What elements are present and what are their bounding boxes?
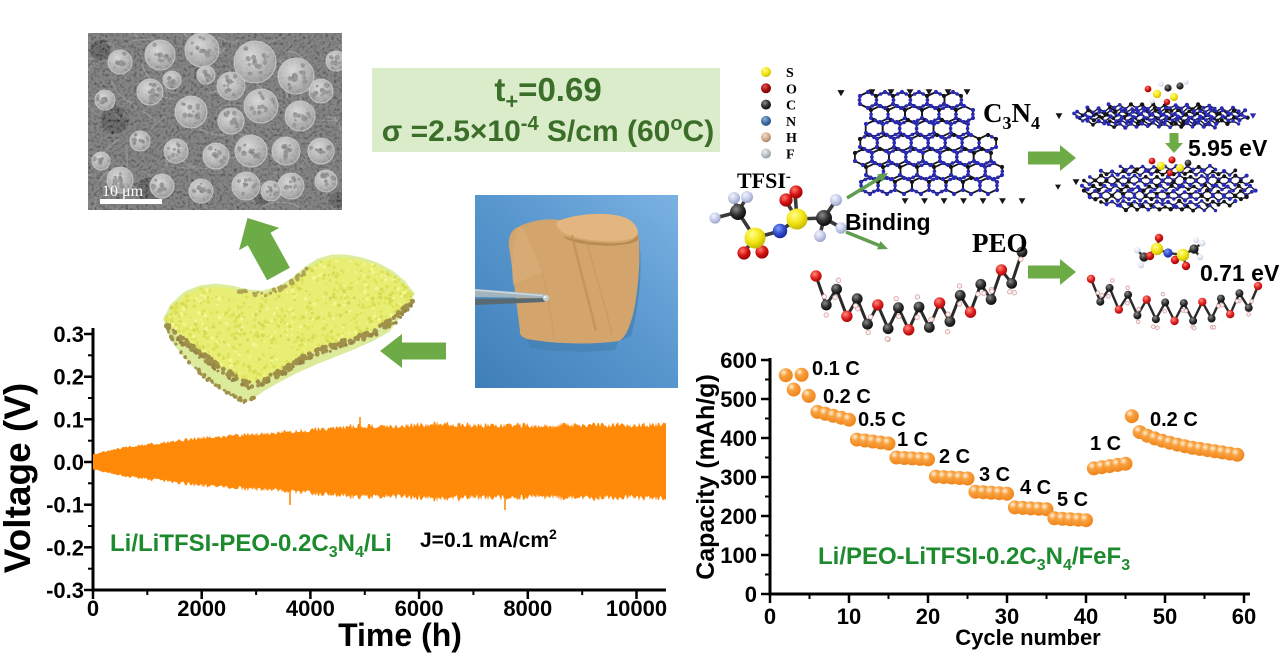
- svg-text:Binding: Binding: [845, 209, 931, 235]
- svg-text:Cycle number: Cycle number: [955, 625, 1101, 650]
- svg-text:10 μm: 10 μm: [102, 183, 144, 200]
- svg-text:O: O: [786, 82, 797, 97]
- svg-text:5 C: 5 C: [1057, 489, 1088, 511]
- svg-text:0: 0: [87, 596, 99, 621]
- svg-text:S: S: [786, 66, 794, 81]
- svg-text:40: 40: [1074, 604, 1098, 629]
- svg-text:0: 0: [745, 582, 757, 607]
- svg-text:10: 10: [837, 604, 861, 629]
- svg-text:0.1 C: 0.1 C: [812, 358, 860, 380]
- svg-text:0.3: 0.3: [53, 322, 84, 347]
- svg-text:PEO: PEO: [972, 228, 1028, 258]
- svg-text:0.0: 0.0: [53, 450, 84, 475]
- svg-text:100: 100: [720, 543, 757, 568]
- svg-text:0.5 C: 0.5 C: [858, 409, 906, 431]
- svg-text:20: 20: [916, 604, 940, 629]
- svg-text:4 C: 4 C: [1020, 477, 1051, 499]
- svg-text:N: N: [786, 115, 796, 130]
- svg-text:-0.3: -0.3: [46, 578, 84, 603]
- svg-text:8000: 8000: [503, 596, 552, 621]
- svg-text:0.71 eV: 0.71 eV: [1200, 260, 1280, 286]
- svg-text:TFSI-: TFSI-: [737, 168, 791, 193]
- svg-text:0.2 C: 0.2 C: [823, 386, 871, 408]
- svg-text:Li/LiTFSI-PEO-0.2C3N4/Li: Li/LiTFSI-PEO-0.2C3N4/Li: [110, 530, 392, 561]
- svg-text:0.2: 0.2: [53, 365, 84, 390]
- svg-text:0: 0: [764, 604, 776, 629]
- svg-text:600: 600: [720, 348, 757, 373]
- svg-text:Li/PEO-LiTFSI-0.2C3N4/FeF3: Li/PEO-LiTFSI-0.2C3N4/FeF3: [818, 543, 1130, 574]
- svg-text:-0.1: -0.1: [46, 493, 84, 518]
- svg-text:50: 50: [1153, 604, 1177, 629]
- svg-text:5.95 eV: 5.95 eV: [1188, 135, 1268, 161]
- svg-text:30: 30: [995, 604, 1019, 629]
- svg-text:-0.2: -0.2: [46, 535, 84, 560]
- svg-text:300: 300: [720, 465, 757, 490]
- svg-text:60: 60: [1232, 604, 1256, 629]
- svg-text:500: 500: [720, 387, 757, 412]
- svg-text:Capacity (mAh/g): Capacity (mAh/g): [692, 374, 720, 580]
- svg-text:Voltage (V): Voltage (V): [0, 383, 38, 574]
- svg-text:F: F: [786, 148, 795, 163]
- svg-text:6000: 6000: [395, 596, 444, 621]
- svg-text:0.2 C: 0.2 C: [1150, 409, 1198, 431]
- svg-text:4000: 4000: [286, 596, 335, 621]
- svg-text:H: H: [786, 131, 797, 146]
- svg-text:J=0.1 mA/cm2: J=0.1 mA/cm2: [420, 526, 557, 552]
- svg-text:400: 400: [720, 426, 757, 451]
- svg-text:C: C: [786, 99, 796, 114]
- svg-text:C3N4: C3N4: [983, 98, 1040, 133]
- svg-text:3 C: 3 C: [979, 464, 1010, 486]
- svg-text:σ =2.5×10-4 S/cm (60oC): σ =2.5×10-4 S/cm (60oC): [382, 113, 714, 148]
- svg-text:1 C: 1 C: [1090, 433, 1121, 455]
- svg-text:1 C: 1 C: [897, 429, 928, 451]
- svg-text:2 C: 2 C: [939, 446, 970, 468]
- svg-text:2000: 2000: [177, 596, 226, 621]
- svg-text:Time (h): Time (h): [338, 617, 462, 653]
- svg-text:200: 200: [720, 504, 757, 529]
- svg-text:0.1: 0.1: [53, 407, 84, 432]
- svg-text:10000: 10000: [606, 596, 667, 621]
